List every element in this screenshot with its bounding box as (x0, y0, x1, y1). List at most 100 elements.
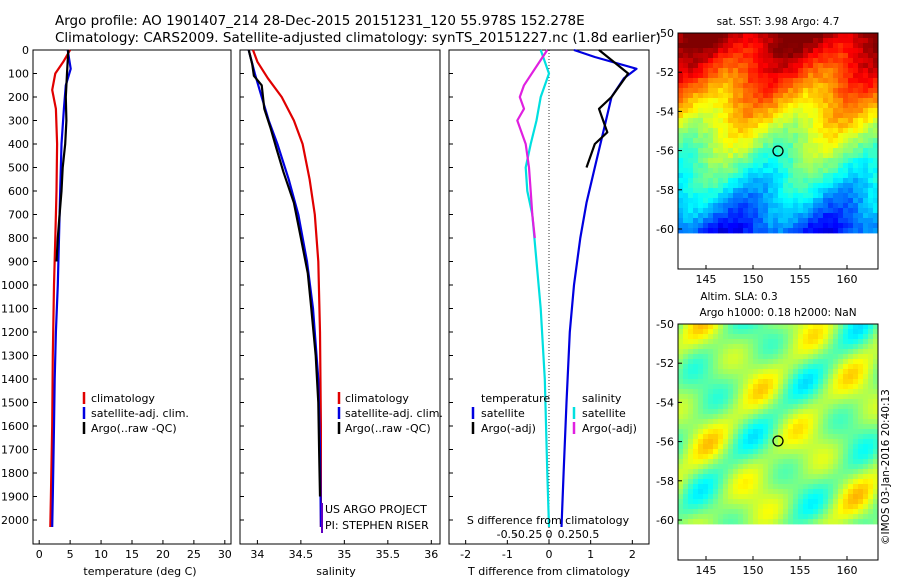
map-cell (713, 379, 719, 385)
map-cell (728, 58, 734, 64)
map-cell (803, 128, 809, 134)
map-cell (818, 43, 824, 49)
map-cell (743, 404, 749, 410)
map-cell (848, 374, 854, 380)
x-tick-label: 30 (218, 548, 232, 561)
map-cell (793, 424, 799, 430)
map-cell (768, 163, 774, 169)
map-cell (858, 123, 864, 129)
map-cell (708, 108, 714, 114)
map-cell (723, 324, 729, 330)
map-cell (783, 464, 789, 470)
map-cell (868, 454, 874, 460)
map-cell (733, 83, 739, 89)
map-cell (743, 414, 749, 420)
map-cell (863, 93, 869, 99)
map-cell (848, 484, 854, 490)
map-cell (818, 138, 824, 144)
map-cell (798, 218, 804, 224)
map-cell (723, 379, 729, 385)
map-cell (728, 379, 734, 385)
map-cell (723, 53, 729, 59)
map-cell (788, 449, 794, 455)
map-x-tick-label: 160 (837, 273, 858, 286)
map-cell (798, 78, 804, 84)
map-cell (753, 58, 759, 64)
map-cell (868, 334, 874, 340)
map-cell (873, 384, 879, 390)
map-cell (728, 339, 734, 345)
map-cell (858, 324, 864, 330)
map-cell (788, 178, 794, 184)
map-cell (848, 68, 854, 74)
map-cell (733, 208, 739, 214)
map-cell (758, 329, 764, 335)
map-cell (828, 484, 834, 490)
map-cell (753, 504, 759, 510)
map-cell (743, 203, 749, 209)
map-cell (873, 399, 879, 405)
map-cell (733, 123, 739, 129)
map-cell (798, 359, 804, 365)
map-cell (848, 83, 854, 89)
map-cell (758, 419, 764, 425)
map-cell (838, 103, 844, 109)
map-cell (868, 163, 874, 169)
map-cell (708, 38, 714, 44)
map-cell (693, 454, 699, 460)
map-cell (833, 123, 839, 129)
map-y-tick-label: -56 (656, 145, 674, 158)
map-cell (743, 93, 749, 99)
map-cell (793, 188, 799, 194)
map-cell (813, 464, 819, 470)
map-cell (743, 53, 749, 59)
map-cell (698, 479, 704, 485)
map-cell (678, 138, 684, 144)
map-cell (758, 429, 764, 435)
map-cell (698, 68, 704, 74)
map-cell (868, 133, 874, 139)
map-cell (858, 379, 864, 385)
map-cell (848, 43, 854, 49)
map-cell (848, 514, 854, 520)
map-cell (793, 389, 799, 395)
map-cell (853, 68, 859, 74)
map-cell (723, 78, 729, 84)
map-cell (703, 123, 709, 129)
map-cell (693, 163, 699, 169)
map-cell (798, 143, 804, 149)
map-cell (823, 173, 829, 179)
map-cell (853, 193, 859, 199)
map-cell (763, 53, 769, 59)
map-cell (833, 474, 839, 480)
map-cell (778, 128, 784, 134)
map-cell (733, 168, 739, 174)
map-cell (678, 228, 684, 234)
map-cell (823, 474, 829, 480)
map-cell (798, 183, 804, 189)
map-cell (763, 344, 769, 350)
map-cell (743, 208, 749, 214)
map-cell (798, 419, 804, 425)
map-cell (843, 183, 849, 189)
map-cell (873, 519, 879, 525)
map-cell (853, 369, 859, 375)
map-cell (853, 504, 859, 510)
map-cell (863, 509, 869, 515)
map-cell (768, 499, 774, 505)
map-cell (758, 183, 764, 189)
depth-tick-label: 1600 (1, 420, 29, 433)
map-cell (853, 459, 859, 465)
map-cell (838, 379, 844, 385)
map-cell (868, 128, 874, 134)
map-cell (683, 188, 689, 194)
map-cell (683, 168, 689, 174)
map-cell (738, 193, 744, 199)
map-cell (798, 459, 804, 465)
map-cell (798, 464, 804, 470)
map-cell (843, 479, 849, 485)
map-cell (703, 148, 709, 154)
map-cell (813, 128, 819, 134)
map-cell (788, 509, 794, 515)
map-cell (683, 158, 689, 164)
